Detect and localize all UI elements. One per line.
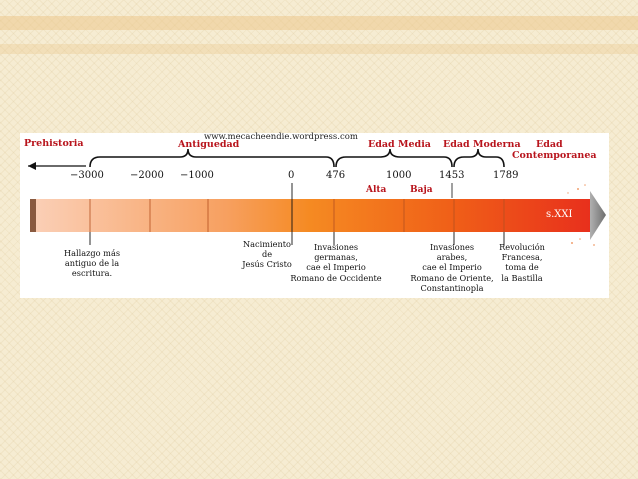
arrow-tip: [590, 191, 606, 240]
year-0: 0: [288, 170, 295, 181]
sub-period-baja: Baja: [410, 185, 433, 195]
edad-media-brace: [335, 148, 453, 168]
year-1000: 1000: [386, 170, 412, 181]
antiguedad-brace: [89, 148, 335, 168]
sub-period-alta: Alta: [366, 185, 387, 195]
era-antiguedad: Antiguedad: [178, 139, 240, 150]
year-1789: 1789: [493, 170, 519, 181]
event-connectors: [89, 183, 505, 245]
event-invasiones-arabes: Invasiones arabes, cae el Imperio Romano…: [410, 242, 494, 293]
watermark-text: www.mecacheendie.wordpress.com: [204, 132, 358, 142]
event-escritura: Hallazgo más antiguo de la escritura.: [63, 248, 121, 279]
year-minus-2000: −2000: [130, 170, 164, 181]
prehistoria-arrow: [28, 162, 86, 170]
year-minus-3000: −3000: [70, 170, 104, 181]
edad-moderna-brace: [453, 148, 505, 168]
era-edad-contemporanea-line1: Edad: [536, 139, 563, 150]
era-prehistoria: Prehistoria: [24, 138, 84, 149]
event-nacimiento: Nacimiento de Jesús Cristo: [242, 239, 292, 270]
year-476: 476: [326, 170, 346, 181]
event-invasiones-germanas: Invasiones germanas, cae el Imperio Roma…: [290, 242, 382, 283]
decorative-band-lower: [0, 44, 638, 54]
bar-start-cap: [30, 199, 36, 232]
era-edad-contemporanea-line2: Contemporanea: [512, 150, 597, 161]
year-minus-1000: −1000: [180, 170, 214, 181]
bar-dividers: [89, 199, 505, 232]
speckle-decoration: [567, 184, 595, 246]
timeline-graphics: [28, 148, 606, 246]
era-edad-media: Edad Media: [368, 139, 431, 150]
year-1453: 1453: [439, 170, 465, 181]
event-revolucion-francesa: Revolución Francesa, toma de la Bastilla: [499, 242, 545, 283]
timeline-panel: www.mecacheendie.wordpress.com Prehistor…: [20, 132, 609, 298]
timeline-bar: [30, 199, 590, 232]
end-label-sxxi: s.XXI: [546, 209, 573, 220]
era-edad-moderna: Edad Moderna: [443, 139, 521, 150]
decorative-band-top: [0, 16, 638, 30]
